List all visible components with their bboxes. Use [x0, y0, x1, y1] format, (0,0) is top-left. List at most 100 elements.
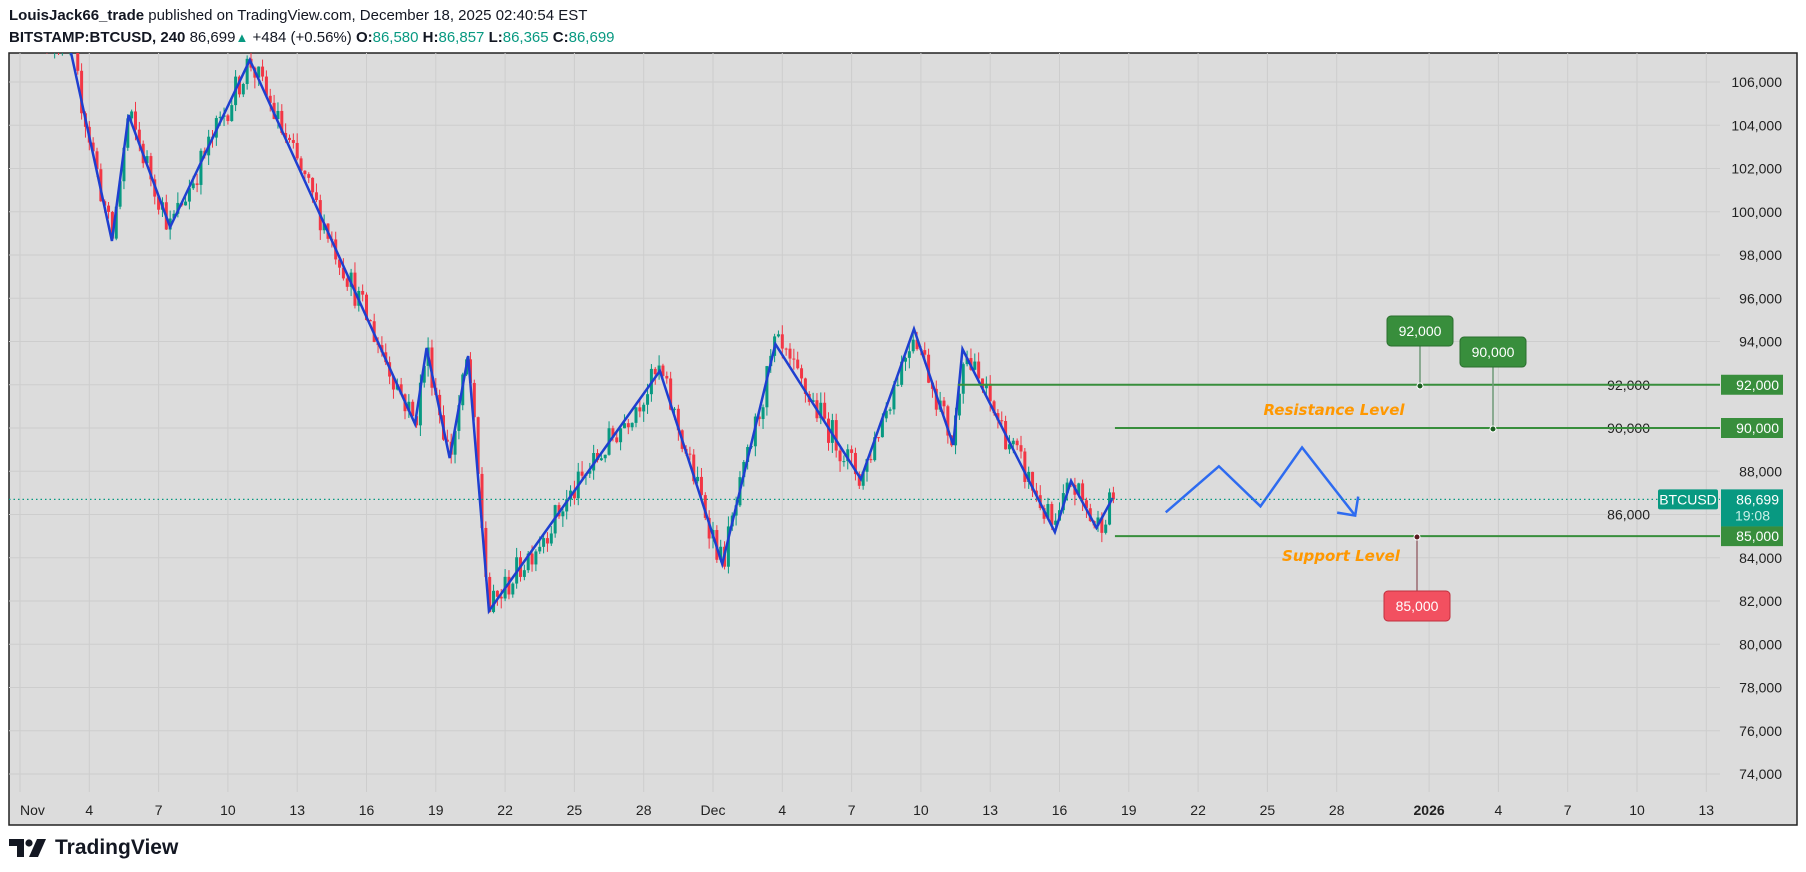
time-tick-label: 25 — [567, 802, 583, 818]
bearish-candle — [838, 445, 842, 472]
bearish-candle — [295, 133, 299, 161]
candle-body — [526, 553, 530, 571]
candle-body — [495, 590, 499, 597]
candle-body — [126, 118, 130, 148]
candle-body — [230, 105, 234, 122]
time-tick-label: 28 — [1329, 802, 1345, 818]
bearish-candle — [1023, 448, 1027, 489]
symbol-title[interactable]: BITSTAMP:BTCUSD, 240 — [9, 29, 186, 46]
candle-body — [588, 470, 592, 474]
watermark-text: TradingView — [55, 836, 179, 859]
bearish-candle — [42, 19, 45, 27]
candle-body — [338, 259, 342, 268]
price-callout[interactable]: 92,000 — [1386, 315, 1454, 390]
candle-body — [880, 418, 884, 438]
candle-body — [884, 410, 888, 419]
price-axis[interactable]: 106,000 104,000 102,000 100,000 98,000 96,000… — [1607, 74, 1782, 782]
candle-body — [42, 23, 45, 25]
bearish-candle — [877, 437, 881, 442]
price-axis-tag[interactable]: 85,000 — [1721, 526, 1783, 547]
candle-body — [1046, 504, 1050, 519]
candle-body — [1054, 520, 1058, 525]
price-callout[interactable]: 90,000 — [1459, 336, 1527, 433]
candle-body — [311, 177, 315, 193]
bearish-candle — [1000, 411, 1004, 426]
candle-body — [1081, 483, 1085, 501]
price-tag-box — [1721, 418, 1783, 438]
bearish-candle — [368, 319, 372, 322]
time-tick-label: 13 — [1699, 802, 1715, 818]
candle-body — [295, 142, 299, 159]
bearish-candle — [261, 59, 265, 82]
candle-body — [80, 70, 84, 114]
bullish-candle — [634, 406, 638, 428]
candle-body — [842, 461, 846, 463]
callout-box — [1459, 336, 1527, 368]
time-tick-label: 13 — [982, 802, 998, 818]
candle-body — [226, 115, 230, 122]
candle-body — [1011, 440, 1015, 445]
candle-body — [95, 151, 99, 170]
candle-body — [391, 376, 395, 390]
candle-body — [688, 453, 692, 455]
candle-body — [76, 53, 80, 71]
tradingview-logo-icon — [9, 839, 46, 857]
price-tick-label: 80,000 — [1739, 636, 1782, 652]
zigzag-trend-line[interactable] — [32, 26, 1114, 615]
price-tag-box — [1721, 374, 1783, 395]
candle-body — [1104, 524, 1108, 533]
candle-body — [811, 400, 815, 403]
price-callout[interactable]: 85,000 — [1383, 533, 1451, 622]
candle-body — [904, 357, 907, 362]
projection-path[interactable] — [1164, 445, 1357, 517]
candle-body — [761, 407, 765, 420]
candle-body — [69, 39, 72, 45]
bearish-candle — [46, 53, 48, 54]
candle-body — [946, 406, 950, 436]
bullish-candle — [565, 489, 569, 520]
candle-body — [341, 267, 345, 279]
price-axis-tag[interactable]: 90,000 — [1721, 418, 1783, 438]
time-axis[interactable]: Nov 4 7 10 13 16 19 22 25 28 Dec 4 7 10 13 16 19 22 25 28 20… — [20, 802, 1714, 818]
candle-body — [923, 350, 927, 355]
candle-body — [418, 382, 422, 426]
bearish-candle — [1081, 479, 1085, 511]
bullish-candle — [619, 427, 623, 451]
candle-body — [915, 339, 919, 350]
candle-body — [988, 383, 992, 402]
candle-body — [303, 170, 307, 175]
candle-body — [696, 476, 700, 482]
time-tick-label: 7 — [1564, 802, 1572, 818]
candle-body — [757, 416, 761, 420]
time-tick-label: 4 — [1495, 802, 1503, 818]
bearish-candle — [707, 510, 711, 549]
candle-body — [726, 526, 730, 567]
candle-body — [511, 583, 515, 595]
candle-body — [368, 320, 372, 322]
bullish-candle — [54, 53, 56, 59]
candle-body — [130, 111, 134, 119]
price-axis-tag[interactable]: 92,000 — [1721, 374, 1783, 395]
bearish-candle — [314, 183, 318, 203]
candle-body — [114, 206, 118, 239]
candle-body — [1027, 471, 1031, 482]
bearish-candle — [34, 38, 37, 43]
price-tick-label: 102,000 — [1731, 161, 1782, 177]
bearish-candle — [195, 173, 199, 193]
time-tick-label: 25 — [1260, 802, 1276, 818]
time-tick-label: 16 — [1052, 802, 1068, 818]
price-tag-text: 85,000 — [1736, 528, 1779, 544]
bullish-candle — [522, 564, 526, 581]
price-tick-label: 84,000 — [1739, 550, 1782, 566]
candle-body — [1050, 504, 1054, 525]
bullish-candle — [561, 506, 565, 527]
candle-body — [480, 473, 484, 528]
bullish-candle — [761, 404, 765, 429]
author-link[interactable]: LouisJack66_trade — [9, 7, 145, 24]
bearish-candle — [788, 343, 792, 367]
candle-body — [268, 95, 272, 103]
candle-body — [545, 538, 549, 544]
candle-body — [149, 156, 153, 180]
